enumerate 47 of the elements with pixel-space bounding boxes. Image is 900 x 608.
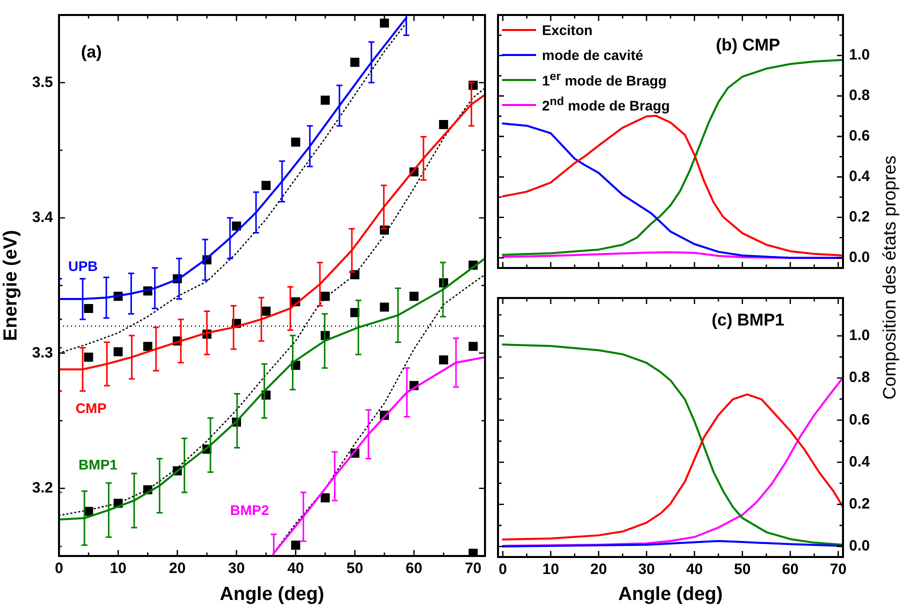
x-tick-label: 10 (110, 560, 127, 578)
text: (c) BMP1 (712, 310, 784, 330)
x-tick-label: 60 (782, 561, 799, 578)
x-tick-label: 50 (734, 561, 751, 578)
x-tick-label: 40 (686, 561, 703, 578)
series-label: UPB (68, 258, 98, 274)
x-tick-label: 50 (346, 560, 364, 578)
x-tick-label: 20 (168, 560, 186, 578)
x-tick-label: 0 (54, 560, 64, 578)
x-tick-label: 20 (590, 561, 607, 578)
y-tick-label: 0.6 (849, 128, 870, 145)
text: BMP1 (78, 456, 118, 472)
x-tick-label: 0 (498, 561, 507, 578)
y-tick-label: 0.4 (849, 453, 871, 470)
x-tick-label: 70 (464, 560, 482, 578)
y-tick-label: 0.2 (849, 208, 870, 226)
y-axis-title: Energie (eV) (0, 230, 22, 341)
x-axis-title: Angle (deg) (220, 584, 324, 605)
x-tick-label: 30 (638, 561, 655, 578)
legend-label: 1$^{er}$ mode de Bragg (542, 70, 667, 89)
y-axis-title: Composition des états propres (880, 154, 900, 402)
x-axis-title: Angle (deg) (618, 584, 723, 605)
y-tick-label: 3.3 (32, 344, 53, 362)
legend-label: 2$^{nd}$ mode de Bragg (542, 95, 670, 114)
x-tick-label: 60 (406, 560, 422, 578)
legend-label: Exciton (542, 22, 593, 38)
x-tick-label: 30 (228, 560, 245, 578)
y-tick-label: 1.0 (849, 46, 870, 64)
text: (a) (81, 42, 102, 62)
y-tick-label: 1.0 (849, 327, 870, 344)
y-tick-label: 0.4 (849, 168, 871, 186)
y-tick-label: 3.5 (32, 74, 53, 91)
y-tick-label: 0.0 (849, 538, 870, 555)
x-tick-label: 40 (287, 560, 304, 578)
y-tick-label: 0.8 (849, 369, 870, 386)
y-tick-label: 0.0 (849, 249, 870, 266)
x-tick-label: 10 (542, 561, 560, 578)
text: (b) CMP (716, 36, 780, 55)
text: CMP (75, 400, 107, 416)
x-tick-label: 70 (830, 561, 847, 578)
y-tick-label: 0.8 (849, 87, 870, 104)
y-tick-label: 0.2 (849, 496, 870, 512)
y-tick-label: 3.4 (32, 209, 54, 226)
legend-label: mode de cavité (542, 46, 644, 62)
y-tick-label: 0.6 (849, 411, 870, 428)
series-label: BMP2 (230, 502, 270, 518)
y-tick-label: 3.2 (32, 480, 53, 497)
